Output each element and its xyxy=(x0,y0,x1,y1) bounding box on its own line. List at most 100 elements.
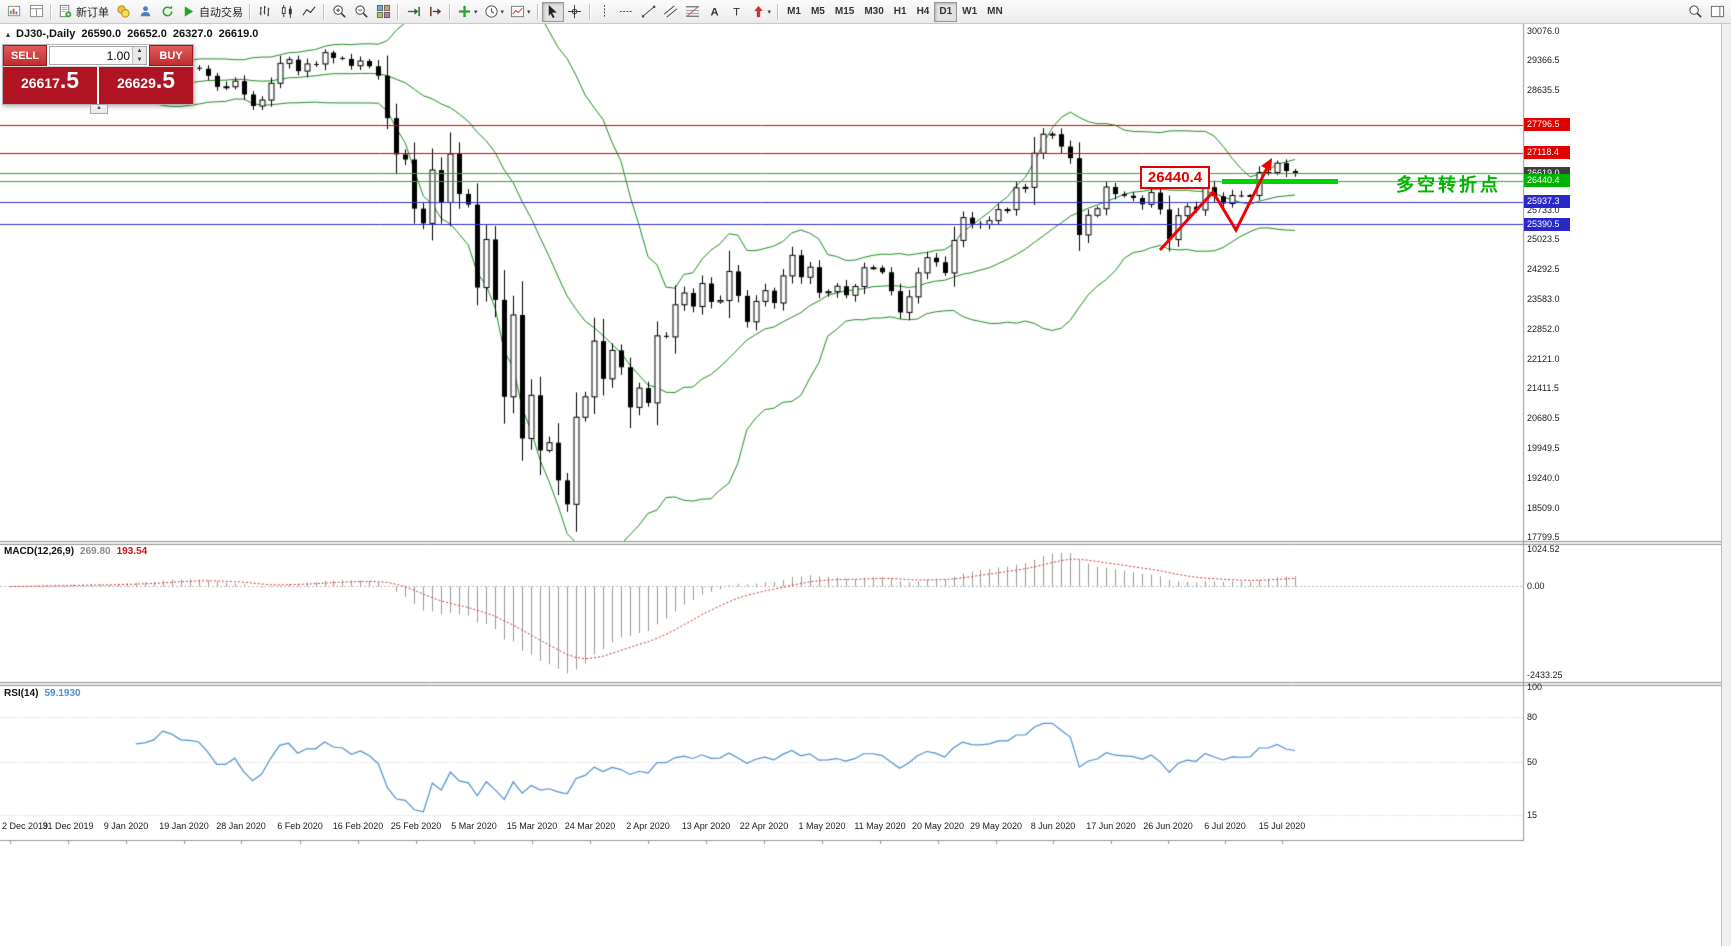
plus-icon xyxy=(457,4,472,19)
macd-name: MACD(12,26,9) xyxy=(4,546,75,557)
timeframe-w1-button[interactable]: W1 xyxy=(957,2,982,22)
tile-windows-button[interactable] xyxy=(372,2,394,22)
crosshair-icon xyxy=(567,4,582,19)
date-axis-label: 15 Mar 2020 xyxy=(506,821,558,831)
trendline-tool-button[interactable] xyxy=(638,2,660,22)
buy-button[interactable]: BUY xyxy=(149,45,193,66)
buy-price-pips: .5 xyxy=(155,67,176,93)
auto-scroll-button[interactable] xyxy=(402,2,424,22)
trendline-icon xyxy=(641,4,656,19)
price-scale-label: 30076.0 xyxy=(1527,26,1560,36)
chart-profiles-button[interactable] xyxy=(25,2,47,22)
date-axis-label: 31 Dec 2019 xyxy=(42,821,94,831)
toolbar-separator xyxy=(50,3,52,20)
price-level-annotation[interactable]: 26440.4 xyxy=(1140,166,1210,189)
vline-icon xyxy=(597,4,612,19)
one-click-trading-panel: SELL ▲ ▼ BUY 26617.5 26629.5 xyxy=(2,44,194,105)
timeframe-mn-button[interactable]: MN xyxy=(982,2,1008,22)
price-tag: 25937.3 xyxy=(1524,195,1570,209)
date-axis-label: 11 May 2020 xyxy=(854,821,906,831)
arrows-menu-button[interactable]: ▾ xyxy=(748,2,775,22)
zoom-out-icon xyxy=(354,4,369,19)
trend-zigzag-arrow[interactable] xyxy=(1100,140,1310,275)
cursor-tool-button[interactable] xyxy=(541,1,564,22)
line-chart-mode-button[interactable] xyxy=(298,2,320,22)
support-level-line[interactable] xyxy=(1222,178,1338,184)
horizontal-line-tool-button[interactable] xyxy=(616,2,638,22)
date-axis-label: 22 Apr 2020 xyxy=(739,821,789,831)
chart-shift-button[interactable] xyxy=(424,2,446,22)
volume-up-button[interactable]: ▲ xyxy=(133,47,146,56)
channel-tool-button[interactable] xyxy=(660,2,682,22)
vertical-scrollbar[interactable] xyxy=(1721,24,1731,946)
quote-panel-collapse[interactable]: ▲ xyxy=(90,104,108,114)
chart-title: ▴ DJ30-,Daily 26590.0 26652.0 26327.0 26619.0 xyxy=(6,28,264,40)
price-scale-label: 20680.5 xyxy=(1527,413,1560,424)
date-axis-label: 28 Jan 2020 xyxy=(216,821,266,831)
play-icon xyxy=(181,4,196,19)
date-axis-label: 26 Jun 2020 xyxy=(1143,821,1193,831)
refresh-icon xyxy=(160,4,175,19)
bar-chart-mode-button[interactable] xyxy=(254,2,276,22)
toolbar-separator xyxy=(777,3,780,20)
magnifier-icon xyxy=(1688,4,1703,19)
new-order-button[interactable]: 新订单 xyxy=(55,2,112,22)
fibonacci-tool-button[interactable] xyxy=(682,2,704,22)
timeframe-m30-button[interactable]: M30 xyxy=(859,2,888,22)
market-watch-button[interactable] xyxy=(112,2,134,22)
crosshair-tool-button[interactable] xyxy=(564,2,586,22)
svg-text:A: A xyxy=(710,6,718,18)
chart-low: 26327.0 xyxy=(172,28,213,40)
refresh-button[interactable] xyxy=(156,2,178,22)
data-window-button[interactable] xyxy=(134,2,156,22)
chart-canvas[interactable] xyxy=(0,24,1731,946)
new-chart-menu-button[interactable]: ▾ xyxy=(454,2,481,22)
panels-button[interactable] xyxy=(1706,1,1728,21)
chart-plus-icon xyxy=(7,4,22,19)
auto-trading-button[interactable]: 自动交易 xyxy=(178,2,246,22)
timeframe-m1-button[interactable]: M1 xyxy=(782,2,806,22)
fibo-icon xyxy=(685,4,700,19)
volume-spinners: ▲ ▼ xyxy=(132,47,146,64)
timeframe-m5-button[interactable]: M5 xyxy=(806,2,830,22)
rsi-value: 59.1930 xyxy=(44,688,81,699)
rsi-level-label: 15 xyxy=(1527,809,1538,820)
zoom-out-button[interactable] xyxy=(350,2,372,22)
timeframe-m15-button[interactable]: M15 xyxy=(830,2,859,22)
rsi-level-label: 100 xyxy=(1527,682,1543,692)
date-axis-label: 13 Apr 2020 xyxy=(681,821,731,831)
timeframe-h4-button[interactable]: H4 xyxy=(912,2,935,22)
chart-marker-icon: ▴ xyxy=(6,30,11,39)
date-axis-label: 16 Feb 2020 xyxy=(332,821,384,831)
toolbar-separator xyxy=(588,3,591,20)
clock-icon xyxy=(484,4,499,19)
macd-scale-zero: 0.00 xyxy=(1527,581,1545,592)
date-axis-label: 17 Jun 2020 xyxy=(1086,821,1136,831)
price-scale-label: 25733.0 xyxy=(1527,205,1560,215)
turning-point-label[interactable]: 多空转折点 xyxy=(1396,175,1501,195)
volume-down-button[interactable]: ▼ xyxy=(133,55,146,64)
new-chart-button[interactable] xyxy=(3,2,25,22)
vertical-line-tool-button[interactable] xyxy=(594,2,616,22)
periods-menu-button[interactable]: ▾ xyxy=(481,2,508,22)
buy-price-box[interactable]: 26629.5 xyxy=(99,67,193,104)
label-tool-button[interactable]: T xyxy=(726,2,748,22)
zoom-in-button[interactable] xyxy=(328,2,350,22)
date-axis-label: 6 Jul 2020 xyxy=(1204,821,1246,831)
price-scale-label: 23583.0 xyxy=(1527,293,1560,304)
zoom-in-icon xyxy=(332,4,347,19)
text-tool-button[interactable]: A xyxy=(704,2,726,22)
price-tag: 27796.5 xyxy=(1524,118,1570,132)
macd-value-1: 269.80 xyxy=(80,546,111,557)
sell-price-box[interactable]: 26617.5 xyxy=(3,67,97,104)
ohlc-bars-icon xyxy=(258,4,273,19)
sell-button[interactable]: SELL xyxy=(3,45,47,66)
search-button[interactable] xyxy=(1684,1,1706,21)
rsi-level-label: 50 xyxy=(1527,757,1538,767)
templates-menu-button[interactable]: ▾ xyxy=(507,2,534,22)
candlestick-mode-button[interactable] xyxy=(276,2,298,22)
volume-input[interactable] xyxy=(50,47,132,64)
linechart-icon xyxy=(301,4,317,19)
timeframe-h1-button[interactable]: H1 xyxy=(889,2,912,22)
timeframe-d1-button[interactable]: D1 xyxy=(934,1,958,22)
